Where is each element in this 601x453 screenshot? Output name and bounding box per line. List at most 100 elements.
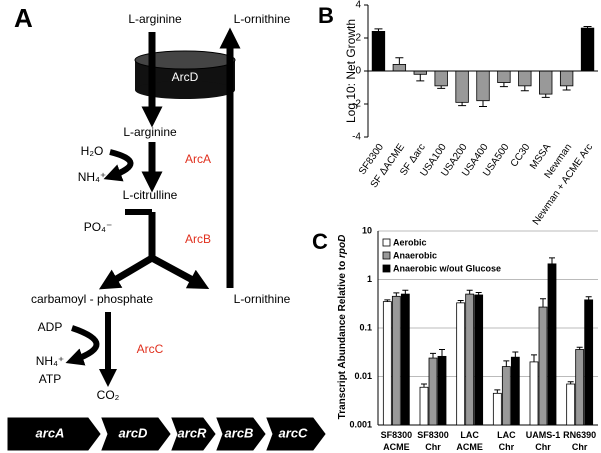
- arrow: [98, 254, 154, 290]
- x-tick-label: LAC Chr: [497, 430, 516, 452]
- error-bar: [494, 389, 501, 394]
- bar: [492, 392, 502, 426]
- error-bar: [430, 352, 436, 359]
- error-bar: [585, 296, 592, 300]
- bar: [465, 293, 475, 426]
- label: PO₄⁻: [84, 220, 113, 234]
- x-tick-label-line: Chr: [572, 442, 588, 452]
- legend-label: Anaerobic w/out Glucose: [393, 263, 501, 273]
- error-bar: [499, 82, 508, 88]
- legend-label: Anaerobic: [393, 250, 437, 260]
- label: L-arginine: [123, 125, 177, 139]
- gene-arrow: [101, 417, 171, 451]
- transporter-bottom: [135, 81, 235, 99]
- y-axis-title-part: Transcript Abundance Relative to: [337, 258, 348, 419]
- bar: [400, 293, 410, 426]
- arrow: [150, 254, 210, 290]
- legend-swatch: [382, 264, 391, 273]
- arrow: [65, 325, 100, 366]
- x-tick-label-line: ACME: [456, 442, 483, 452]
- label: carbamoyl - phosphate: [31, 292, 153, 306]
- error-bar: [562, 85, 571, 91]
- diagram-labels: L-arginine L-ornithine ArcD L-arginine H…: [31, 12, 308, 440]
- y-tick-label: -2: [352, 99, 361, 110]
- bar: [371, 30, 386, 72]
- error-bar: [421, 383, 427, 388]
- error-bar: [393, 292, 400, 297]
- x-tick-label-line: ACME: [383, 442, 410, 452]
- error-bar: [437, 85, 446, 89]
- error-bar: [374, 28, 383, 32]
- error-bar: [458, 102, 467, 107]
- bar: [559, 70, 574, 87]
- error-bar: [549, 257, 555, 264]
- y-axis-title: Log 10: Net Growth: [344, 19, 358, 123]
- y-tick-label: 0.001: [349, 419, 372, 429]
- x-tick-label: SF8300 ACME: [381, 430, 413, 452]
- y-tick-label: 0.01: [354, 371, 372, 381]
- bar: [547, 263, 557, 426]
- bar: [476, 70, 490, 102]
- legend-label: Aerobic: [393, 237, 427, 247]
- enzyme-label: ArcC: [137, 342, 164, 356]
- bar: [497, 70, 511, 83]
- y-tick-label: 0: [355, 66, 361, 77]
- x-tick-label: UAMS-1 Chr: [526, 430, 561, 452]
- error-bar: [541, 94, 550, 98]
- enzyme-label: ArcB: [185, 232, 211, 246]
- gene-label: arcC: [279, 425, 309, 440]
- y-tick-label: 10: [362, 225, 372, 235]
- label: ATP: [39, 372, 61, 386]
- y-tick-label: 2: [355, 33, 361, 44]
- bar: [518, 70, 532, 87]
- x-tick-label: SF8300 Chr: [417, 430, 449, 452]
- gene-label: arcR: [178, 425, 208, 440]
- label: CO₂: [97, 388, 120, 402]
- bar: [584, 299, 594, 426]
- panel-label: C: [312, 229, 328, 254]
- bar: [428, 357, 438, 426]
- x-tick-label: RN6390 Chr: [563, 430, 596, 452]
- bar: [382, 301, 392, 426]
- label: NH₄⁺: [78, 170, 107, 184]
- y-axis-title: Transcript Abundance Relative to rpoD: [337, 235, 348, 420]
- x-tick-label-line: Chr: [535, 442, 551, 452]
- error-bar: [475, 291, 482, 295]
- panel-label: A: [14, 3, 33, 33]
- bar: [391, 295, 401, 426]
- error-bar: [402, 289, 409, 295]
- y-tick-label: 0.1: [359, 322, 372, 332]
- label: NH₄⁺: [36, 354, 65, 368]
- x-tick-label-line: Chr: [425, 442, 441, 452]
- error-bar: [479, 100, 487, 107]
- gene-label: arcD: [119, 425, 149, 440]
- bar: [474, 294, 484, 426]
- pathway-diagram: [7, 27, 326, 451]
- error-bar: [567, 381, 574, 385]
- bar: [538, 306, 548, 426]
- x-tick-label-line: SF8300: [417, 430, 449, 440]
- label: ArcD: [172, 70, 199, 84]
- gene-label: arcB: [225, 425, 254, 440]
- panel-label: B: [318, 3, 334, 28]
- x-tick-label-line: RN6390: [563, 430, 596, 440]
- label: H₂O: [81, 144, 104, 158]
- label: L-citrulline: [123, 188, 178, 202]
- bar: [510, 356, 520, 426]
- y-tick-label: -4: [352, 132, 361, 143]
- arrow: [103, 149, 134, 182]
- bar: [580, 27, 595, 72]
- bar: [455, 70, 469, 103]
- enzyme-label: ArcA: [185, 152, 211, 166]
- gene-label: arcA: [36, 425, 65, 440]
- x-tick-label-line: LAC: [460, 430, 479, 440]
- error-bar: [457, 299, 464, 303]
- error-bar: [384, 299, 391, 302]
- y-axis-title-part: rpoD: [337, 235, 348, 258]
- bar: [566, 383, 576, 426]
- gene-arrow: [266, 417, 326, 451]
- transporter-top: [134, 50, 236, 70]
- label: L-ornithine: [234, 292, 291, 306]
- legend-swatch: [382, 238, 391, 247]
